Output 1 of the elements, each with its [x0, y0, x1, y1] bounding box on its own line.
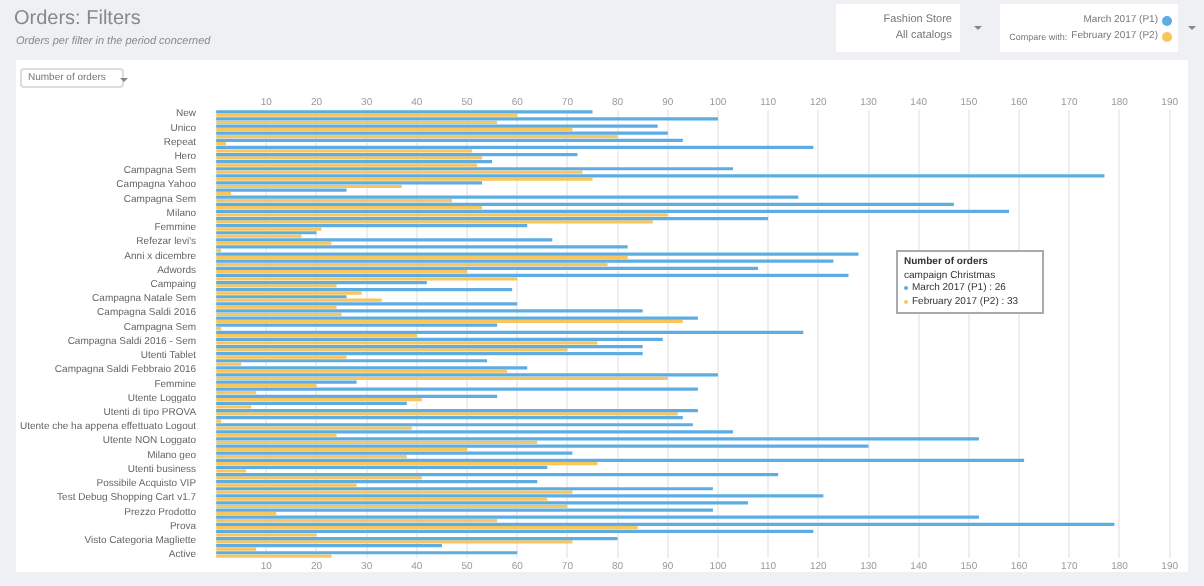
chart-title: Orders: Filters: [14, 8, 141, 30]
